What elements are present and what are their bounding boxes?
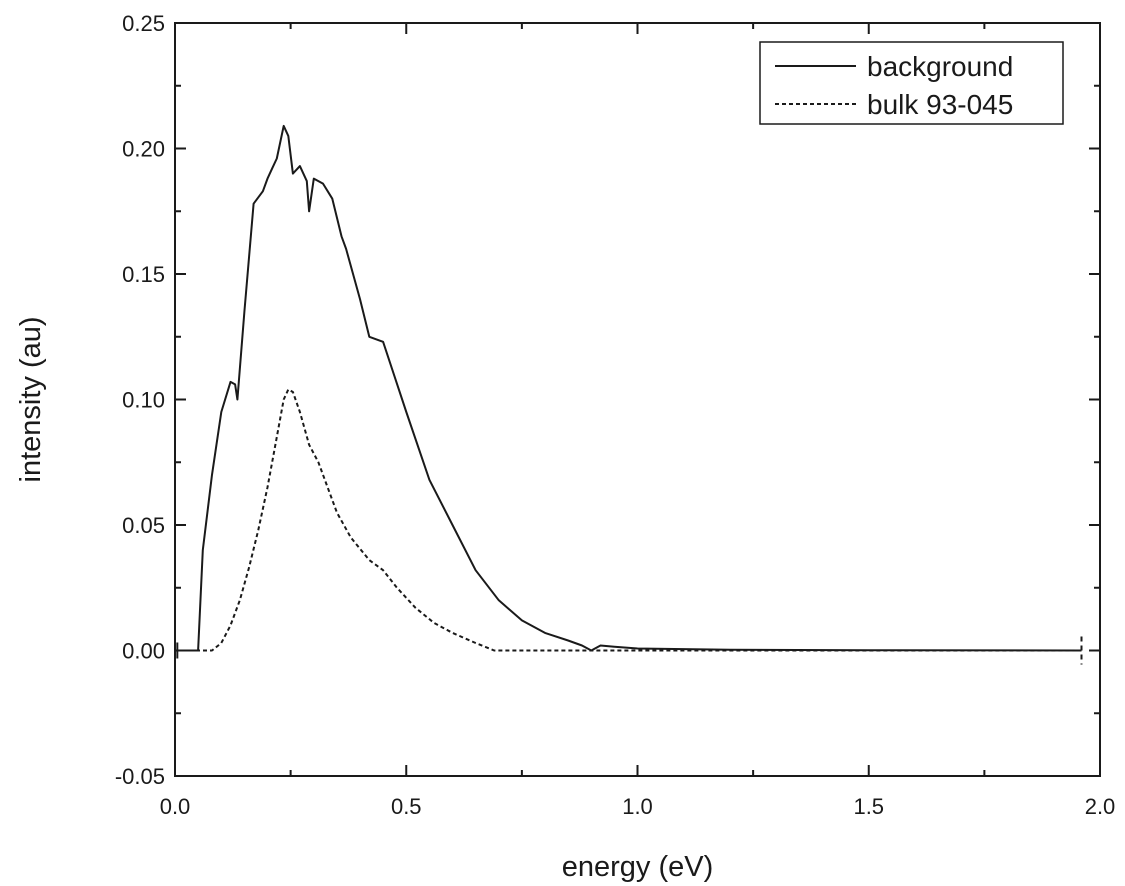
plot-frame [174,22,1101,777]
y-tick-label: 0.05 [122,513,165,538]
tick-labels: 0.0 0.5 1.0 1.5 2.0 -0.05 0.00 0.05 0.10 0.15 0.20… [115,11,1115,819]
x-tick-label: 1.5 [853,794,884,819]
x-tick-label: 1.0 [622,794,653,819]
legend-box [759,41,1064,125]
legend-label-background: background [867,51,1013,82]
legend: background bulk 93-045 [759,41,1064,125]
x-tick-label: 0.5 [391,794,422,819]
x-axis-title: energy (eV) [562,851,714,883]
y-tick-label: -0.05 [115,764,165,789]
series-lines [175,124,1083,665]
y-tick-label: 0.10 [122,388,165,413]
series-line-bulk [175,388,1082,652]
y-tick-label: 0.25 [122,11,165,36]
series-line-background [175,124,1082,652]
x-tick-label: 0.0 [160,794,191,819]
y-axis-title: intensity (au) [15,316,47,482]
y-tick-label: 0.15 [122,262,165,287]
y-tick-label: 0.00 [122,639,165,664]
y-tick-label: 0.20 [122,137,165,162]
legend-label-bulk: bulk 93-045 [867,89,1013,120]
x-tick-label: 2.0 [1085,794,1116,819]
axis-ticks [174,22,1101,777]
